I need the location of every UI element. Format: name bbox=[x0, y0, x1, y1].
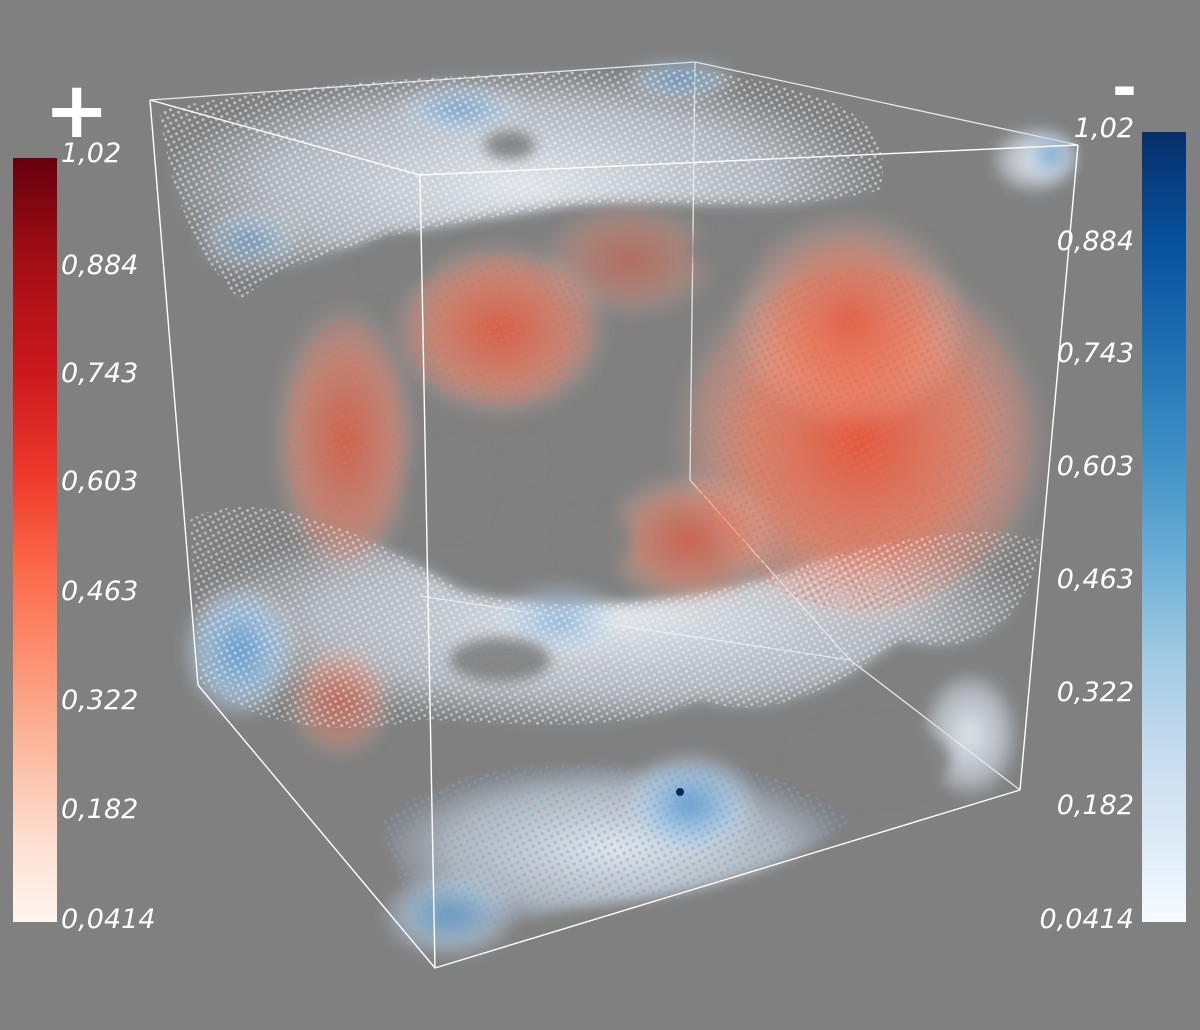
scalar-field-pointcloud bbox=[160, 58, 1080, 960]
positive-tick: 0,743 bbox=[61, 358, 139, 389]
positive-tick: 1,02 bbox=[61, 138, 122, 169]
positive-tick: 0,463 bbox=[61, 576, 139, 607]
positive-colorbar bbox=[13, 158, 57, 922]
negative-tick: 0,884 bbox=[1056, 226, 1134, 257]
negative-tick: 0,463 bbox=[1056, 564, 1134, 595]
positive-colorbar-title: + bbox=[44, 66, 110, 156]
positive-tick: 0,322 bbox=[61, 685, 139, 716]
positive-tick: 0,0414 bbox=[61, 904, 156, 935]
positive-tick: 0,884 bbox=[61, 250, 139, 281]
negative-colorbar-title: - bbox=[1112, 53, 1137, 123]
negative-tick: 0,182 bbox=[1056, 790, 1134, 821]
negative-tick: 1,02 bbox=[1073, 113, 1134, 144]
negative-tick: 0,603 bbox=[1056, 451, 1134, 482]
positive-tick: 0,182 bbox=[61, 794, 139, 825]
negative-tick: 0,0414 bbox=[1039, 904, 1134, 935]
negative-colorbar bbox=[1142, 132, 1186, 922]
negative-tick: 0,743 bbox=[1056, 338, 1134, 369]
positive-tick: 0,603 bbox=[61, 466, 139, 497]
cube-wireframe-front bbox=[149, 99, 1079, 969]
negative-tick: 0,322 bbox=[1056, 677, 1134, 708]
